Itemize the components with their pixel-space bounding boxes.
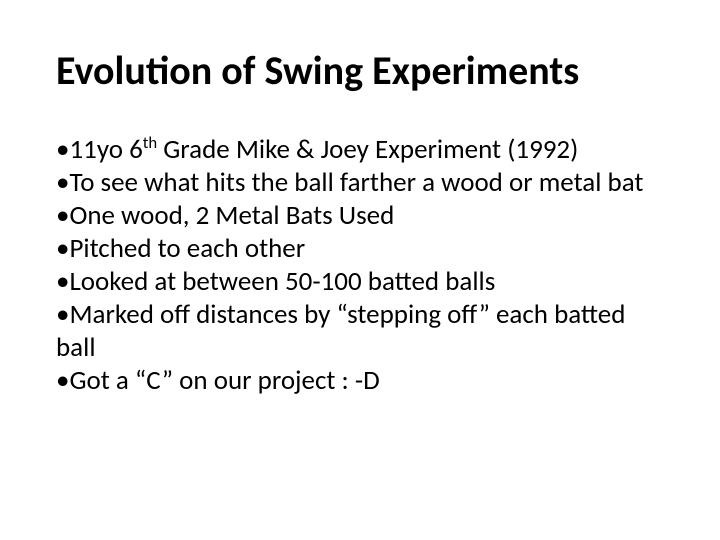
bullet-line: •Looked at between 50-100 batted balls xyxy=(56,266,664,299)
bullet-text-pre: Got a “C” on our project : -D xyxy=(69,364,379,397)
bullet-glyph: • xyxy=(56,166,69,199)
bullet-text-pre: Looked at between 50-100 batted balls xyxy=(69,265,495,298)
slide-body: •11yo 6th Grade Mike & Joey Experiment (… xyxy=(56,134,664,398)
bullet-text-post: Grade Mike & Joey Experiment (1992) xyxy=(157,133,578,166)
bullet-glyph: • xyxy=(56,364,69,397)
bullet-line: •11yo 6th Grade Mike & Joey Experiment (… xyxy=(56,134,664,167)
bullet-glyph: • xyxy=(56,133,69,166)
bullet-glyph: • xyxy=(56,199,69,232)
bullet-text-sup: th xyxy=(143,133,157,153)
slide-title: Evolution of Swing Experiments xyxy=(56,48,664,94)
bullet-glyph: • xyxy=(56,298,69,331)
bullet-line: •One wood, 2 Metal Bats Used xyxy=(56,200,664,233)
slide: Evolution of Swing Experiments •11yo 6th… xyxy=(0,0,720,540)
bullet-text-pre: One wood, 2 Metal Bats Used xyxy=(69,199,394,232)
bullet-line: •To see what hits the ball farther a woo… xyxy=(56,167,664,200)
bullet-text-pre: 11yo 6 xyxy=(69,133,142,166)
bullet-line: •Pitched to each other xyxy=(56,233,664,266)
bullet-line: •Got a “C” on our project : -D xyxy=(56,365,664,398)
bullet-text-pre: Pitched to each other xyxy=(69,232,305,265)
bullet-glyph: • xyxy=(56,232,69,265)
bullet-text-pre: Marked off distances by “stepping off” e… xyxy=(56,298,625,364)
bullet-glyph: • xyxy=(56,265,69,298)
bullet-line: •Marked off distances by “stepping off” … xyxy=(56,299,664,365)
bullet-text-pre: To see what hits the ball farther a wood… xyxy=(69,166,643,199)
